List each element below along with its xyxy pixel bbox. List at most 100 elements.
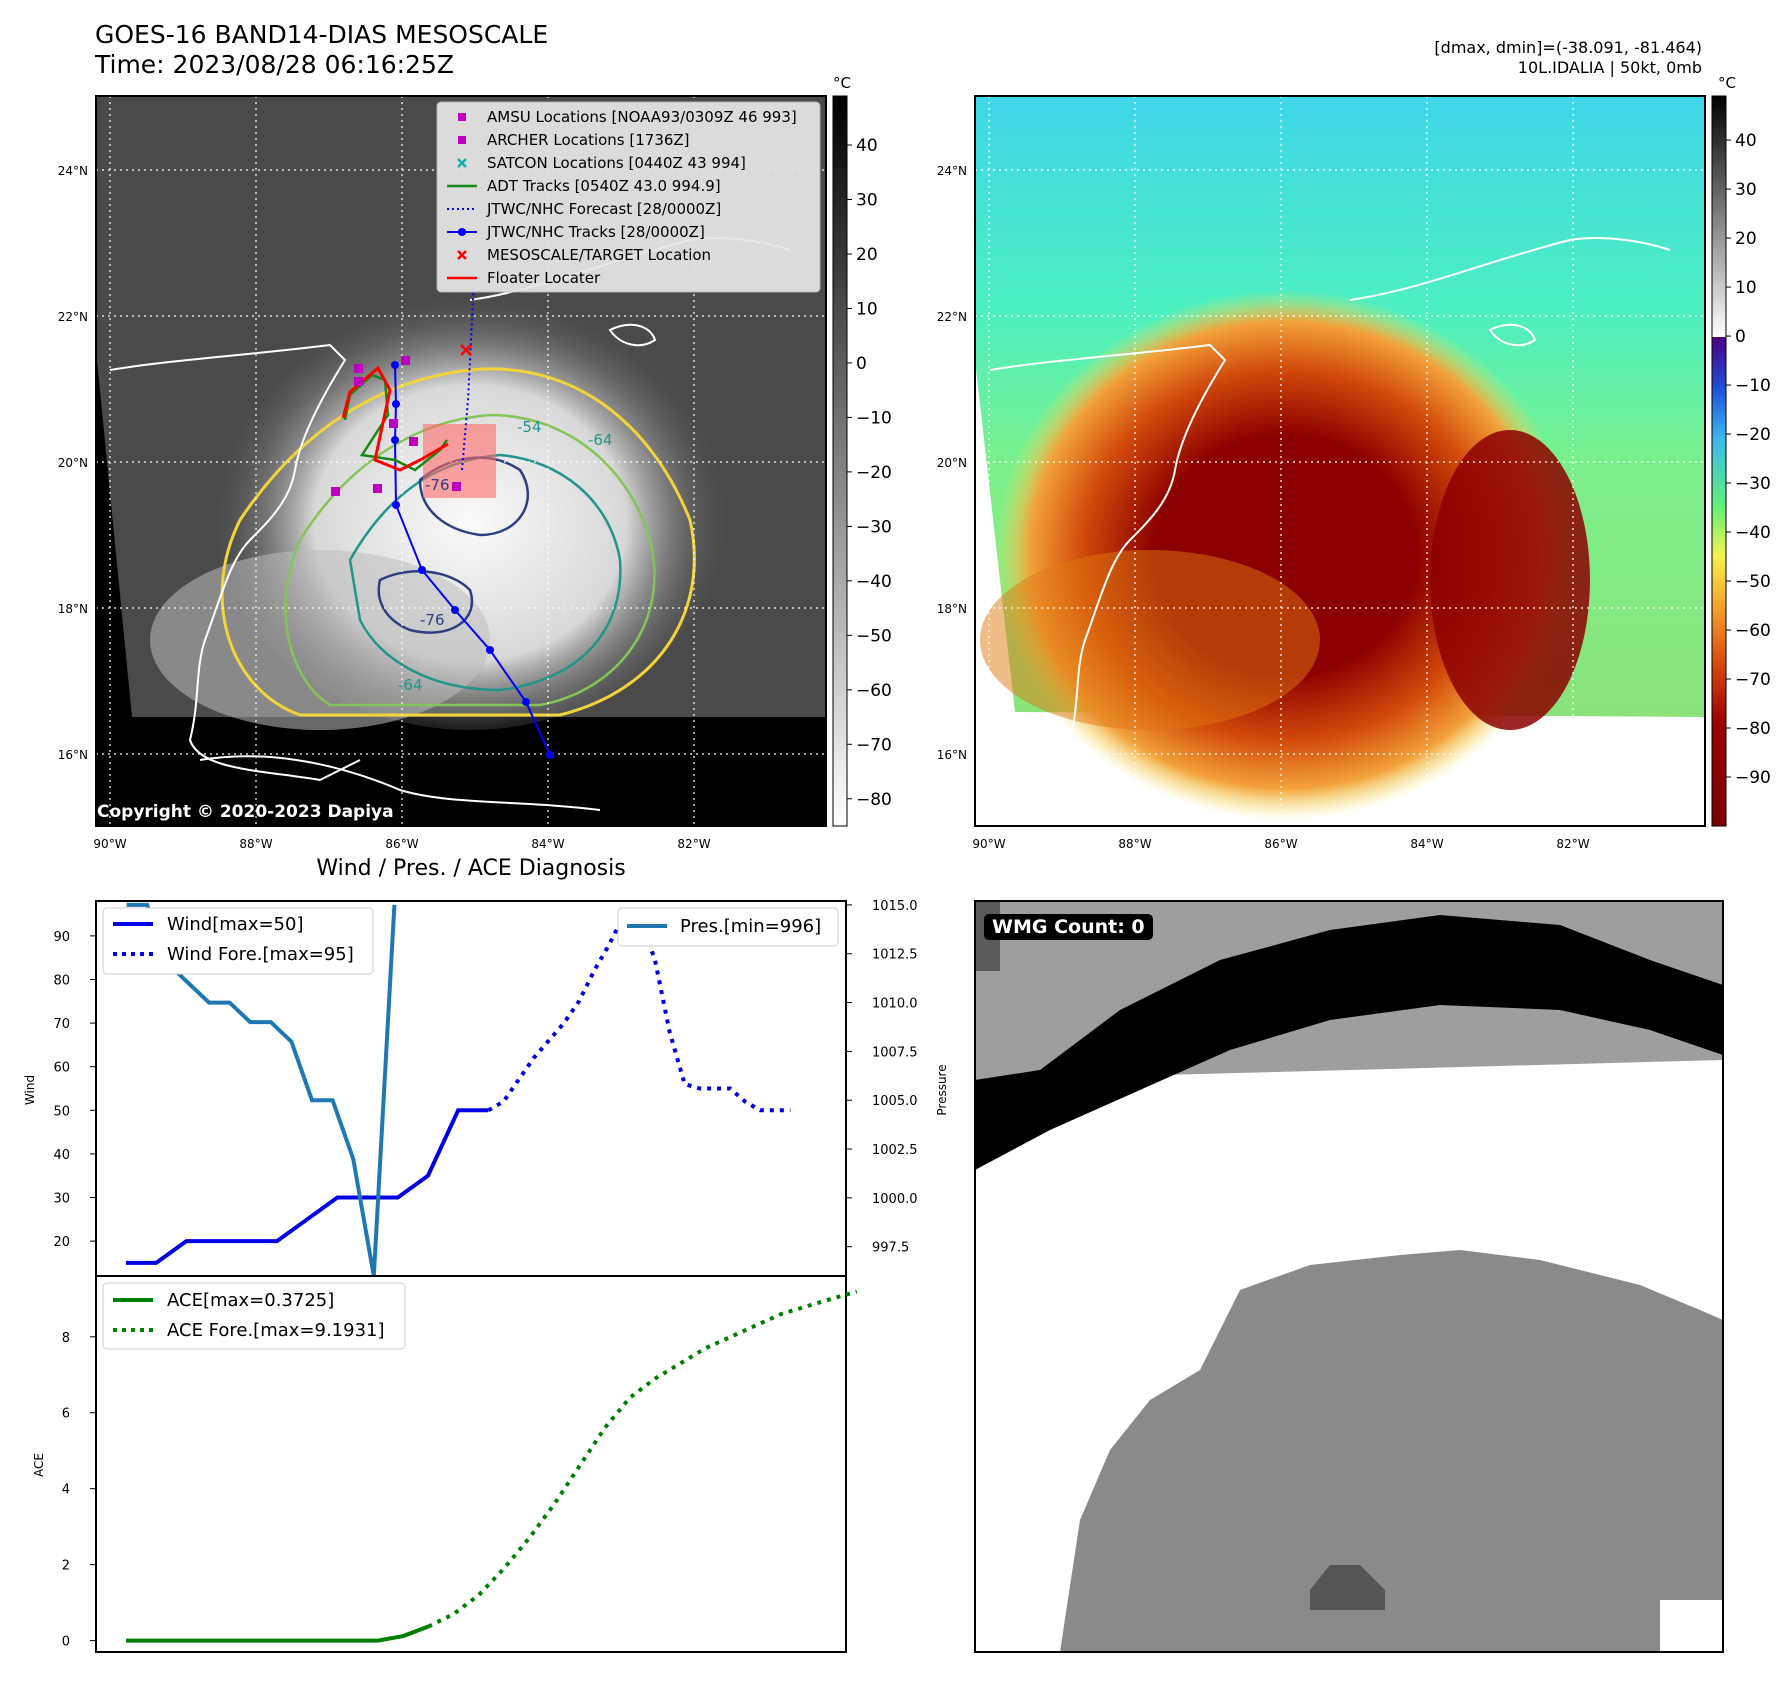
y-tick-label: 1005.0 xyxy=(872,1094,918,1109)
colorbar-tick: 10 xyxy=(856,299,878,319)
lon-tick-label: 90°W xyxy=(972,837,1005,851)
lat-tick-label: 20°N xyxy=(937,456,967,470)
y-tick-label: 80 xyxy=(53,973,70,988)
contour-label: -64 xyxy=(398,676,423,694)
y-tick-label: 60 xyxy=(53,1061,70,1076)
dmax-dmin-label: [dmax, dmin]=(-38.091, -81.464) xyxy=(1434,38,1702,57)
colorbar-tick: 40 xyxy=(1735,131,1757,151)
map-legend-item: ADT Tracks [0540Z 43.0 994.9] xyxy=(447,177,721,195)
contour-label: -54 xyxy=(517,418,542,436)
lat-tick-label: 22°N xyxy=(937,310,967,324)
colorbar-tick: −90 xyxy=(1735,768,1771,788)
map-legend-item: Floater Locater xyxy=(447,269,601,287)
map-legend-label: JTWC/NHC Forecast [28/0000Z] xyxy=(486,200,721,218)
lat-tick-label: 24°N xyxy=(937,164,967,178)
series-line xyxy=(126,1624,430,1643)
legend-wind: Wind[max=50] xyxy=(167,914,304,935)
pressure-axis-label: Pressure xyxy=(935,1064,949,1115)
y-tick-label: 1015.0 xyxy=(872,899,918,914)
lon-tick-label: 86°W xyxy=(385,837,418,851)
lat-tick-label: 16°N xyxy=(937,748,967,762)
colorbar-tick: 0 xyxy=(856,354,867,374)
y-tick-label: 30 xyxy=(53,1192,70,1207)
colorbar-tick: −60 xyxy=(1735,621,1771,641)
y-tick-label: 1012.5 xyxy=(872,948,918,963)
lat-tick-label: 22°N xyxy=(58,310,88,324)
lon-tick-label: 84°W xyxy=(531,837,564,851)
map-legend-item: MESOSCALE/TARGET Location xyxy=(457,246,711,264)
diagnosis-title: Wind / Pres. / ACE Diagnosis xyxy=(316,856,626,881)
map-legend-item: ARCHER Locations [1736Z] xyxy=(458,131,690,149)
series-line xyxy=(427,1289,858,1629)
pressure-legend: Pres.[min=996] xyxy=(617,907,839,947)
ace-axis-label: ACE xyxy=(32,1453,46,1477)
y-tick-label: 1002.5 xyxy=(872,1143,918,1158)
y-tick-label: 70 xyxy=(53,1017,70,1032)
colorbar-tick: −50 xyxy=(856,626,892,646)
colorbar-tick: −70 xyxy=(1735,670,1771,690)
ir-color-map xyxy=(974,95,1706,827)
wmg-panel xyxy=(974,900,1724,1653)
map-legend-label: Floater Locater xyxy=(487,269,601,287)
y-tick-label: 1000.0 xyxy=(872,1192,918,1207)
colorbar-tick: −80 xyxy=(1735,719,1771,739)
colorbar-tick: 0 xyxy=(1735,327,1746,347)
colorbar-tick: −60 xyxy=(856,681,892,701)
y-tick-label: 1010.0 xyxy=(872,997,918,1012)
gray-colorbar: °C xyxy=(832,74,851,827)
time-label: Time: 2023/08/28 06:16:25Z xyxy=(95,50,454,79)
colorbar-tick: −20 xyxy=(856,463,892,483)
lat-tick-label: 20°N xyxy=(58,456,88,470)
colorbar-tick: −30 xyxy=(856,517,892,537)
y-tick-label: 90 xyxy=(53,930,70,945)
colorbar-tick: 30 xyxy=(856,191,878,211)
map-legend-label: ARCHER Locations [1736Z] xyxy=(487,131,690,149)
colorbar-tick: 30 xyxy=(1735,180,1757,200)
y-tick-label: 50 xyxy=(53,1104,70,1119)
colorbar-tick: 20 xyxy=(1735,229,1757,249)
lat-tick-label: 16°N xyxy=(58,748,88,762)
colorbar-tick: −80 xyxy=(856,790,892,810)
map-legend xyxy=(436,101,821,293)
colorbar-tick: −10 xyxy=(856,408,892,428)
legend-wind-fore: Wind Fore.[max=95] xyxy=(167,944,354,965)
lat-tick-label: 18°N xyxy=(58,602,88,616)
wind-legend: Wind[max=50] Wind Fore.[max=95] xyxy=(102,907,374,975)
map-legend-label: MESOSCALE/TARGET Location xyxy=(487,246,711,264)
map-legend-label: ADT Tracks [0540Z 43.0 994.9] xyxy=(487,177,721,195)
lon-tick-label: 82°W xyxy=(677,837,710,851)
lon-tick-label: 90°W xyxy=(93,837,126,851)
y-tick-label: 8 xyxy=(62,1331,70,1346)
map-legend-item: SATCON Locations [0440Z 43 994] xyxy=(457,154,746,172)
colorbar-unit: °C xyxy=(1718,74,1736,92)
colorbar-unit: °C xyxy=(833,74,851,92)
map-legend-item: AMSU Locations [NOAA93/0309Z 46 993] xyxy=(458,108,797,126)
ace-legend: ACE[max=0.3725] ACE Fore.[max=9.1931] xyxy=(102,1282,406,1350)
wind-axis-label: Wind xyxy=(23,1075,37,1105)
wmg-count-badge: WMG Count: 0 xyxy=(984,914,1153,940)
colorbar-tick: −50 xyxy=(1735,572,1771,592)
lat-tick-label: 18°N xyxy=(937,602,967,616)
colorbar-tick: 20 xyxy=(856,245,878,265)
y-tick-label: 20 xyxy=(53,1235,70,1250)
colorbar-tick: −70 xyxy=(856,735,892,755)
contour-label: -76 xyxy=(425,476,450,494)
legend-ace: ACE[max=0.3725] xyxy=(167,1290,334,1311)
y-tick-label: 4 xyxy=(62,1483,70,1498)
colorbar-tick: 10 xyxy=(1735,278,1757,298)
map-legend-label: JTWC/NHC Tracks [28/0000Z] xyxy=(486,223,705,241)
y-tick-label: 997.5 xyxy=(872,1241,909,1256)
series-line xyxy=(126,1108,489,1265)
y-tick-label: 0 xyxy=(62,1635,70,1650)
colorbar-tick: −30 xyxy=(1735,474,1771,494)
legend-pressure: Pres.[min=996] xyxy=(680,916,821,937)
lon-tick-label: 82°W xyxy=(1556,837,1589,851)
y-tick-label: 6 xyxy=(62,1407,70,1422)
y-tick-label: 40 xyxy=(53,1148,70,1163)
page-title: GOES-16 BAND14-DIAS MESOSCALE xyxy=(95,20,549,49)
lat-tick-label: 24°N xyxy=(58,164,88,178)
colorbar-tick: −40 xyxy=(856,572,892,592)
legend-ace-fore: ACE Fore.[max=9.1931] xyxy=(167,1320,385,1341)
copyright-label: Copyright © 2020-2023 Dapiya xyxy=(97,802,394,822)
